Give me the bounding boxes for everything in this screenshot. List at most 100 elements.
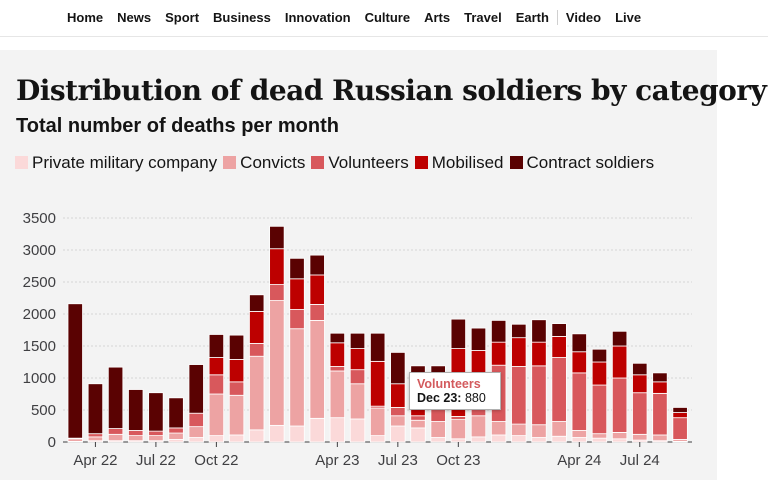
bar-segment[interactable] [611,345,628,379]
bar-segment[interactable] [269,284,285,301]
bar-segment[interactable] [289,328,305,427]
bar-segment[interactable] [531,319,547,343]
bar-segment[interactable] [632,433,648,441]
bar-segment[interactable] [390,407,406,417]
nav-item-business[interactable]: Business [213,10,271,25]
bar-segment[interactable] [168,397,184,429]
nav-item-earth[interactable]: Earth [515,10,549,25]
bar-segment[interactable] [551,335,567,358]
bar-segment[interactable] [390,351,406,385]
bar-segment[interactable] [470,436,487,443]
bar-segment[interactable] [571,372,587,431]
bar-segment[interactable] [571,351,587,374]
bar-segment[interactable] [450,318,466,349]
bar-segment[interactable] [672,407,688,413]
bar-segment[interactable] [551,435,567,443]
nav-item-home[interactable]: Home [67,10,104,25]
bar-segment[interactable] [632,392,648,435]
bar-segment[interactable] [470,327,487,351]
bar-segment[interactable] [531,341,547,367]
bar-segment[interactable] [611,377,628,433]
legend-item[interactable]: Volunteers [311,152,409,174]
bar-segment[interactable] [188,426,204,438]
bar-segment[interactable] [289,309,305,330]
legend-item[interactable]: Convicts [223,152,305,174]
bar-segment[interactable] [370,407,386,436]
bar-segment[interactable] [652,434,668,442]
bar-segment[interactable] [289,257,305,280]
bar-segment[interactable] [107,433,124,442]
bar-segment[interactable] [571,430,587,438]
bar-segment[interactable] [329,332,346,344]
bar-segment[interactable] [652,381,668,394]
bar-segment[interactable] [390,425,406,443]
nav-item-sport[interactable]: Sport [165,10,200,25]
bar-segment[interactable] [208,393,225,436]
bar-segment[interactable] [269,424,285,443]
bar-segment[interactable] [128,389,144,431]
bar-segment[interactable] [591,361,608,386]
bar-segment[interactable] [490,319,507,343]
bar-segment[interactable] [188,437,204,443]
bar-segment[interactable] [511,366,527,425]
bar-segment[interactable] [531,365,547,426]
bar-segment[interactable] [632,374,648,394]
bar-segment[interactable] [410,427,426,443]
bar-segment[interactable] [531,437,547,443]
bar-segment[interactable] [249,429,265,443]
nav-item-news[interactable]: News [117,10,152,25]
bar-segment[interactable] [309,274,325,305]
bar-segment[interactable] [329,417,346,443]
nav-item-video[interactable]: Video [556,10,601,25]
bar-segment[interactable] [511,435,527,443]
bar-segment[interactable] [148,392,164,432]
bar-segment[interactable] [551,357,567,422]
bar-segment[interactable] [349,348,366,371]
bar-segment[interactable] [128,430,144,437]
bar-segment[interactable] [349,383,366,420]
bar-segment[interactable] [148,435,164,442]
nav-item-culture[interactable]: Culture [364,10,411,25]
bar-segment[interactable] [329,366,346,372]
bar-segment[interactable] [309,254,325,276]
bar-segment[interactable] [249,294,265,312]
bar-segment[interactable] [309,303,325,321]
bar-segment[interactable] [672,412,688,419]
legend-item[interactable]: Private military company [15,152,217,174]
bar-segment[interactable] [309,319,325,419]
bar-segment[interactable] [228,334,245,360]
bar-segment[interactable] [652,392,668,436]
bar-segment[interactable] [168,427,184,434]
bar-segment[interactable] [511,323,527,339]
bar-segment[interactable] [107,366,124,429]
bar-segment[interactable] [208,334,225,358]
bar-segment[interactable] [551,421,567,437]
bar-segment[interactable] [591,348,608,363]
legend-item[interactable]: Contract soldiers [509,152,654,174]
bar-segment[interactable] [470,415,487,438]
bar-segment[interactable] [511,423,527,436]
bar-segment[interactable] [289,425,305,443]
bar-segment[interactable] [208,374,225,395]
bar-segment[interactable] [450,438,466,443]
bar-segment[interactable] [430,437,446,443]
legend-item[interactable]: Mobilised [414,152,504,174]
bar-segment[interactable] [249,355,265,431]
bar-segment[interactable] [551,323,567,337]
bar-segment[interactable] [370,360,386,407]
bar-segment[interactable] [370,435,386,443]
bar-segment[interactable] [107,428,124,435]
bar-segment[interactable] [249,343,265,357]
bar-segment[interactable] [571,437,587,443]
bar-segment[interactable] [87,383,104,435]
bar-segment[interactable] [450,419,466,440]
nav-item-arts[interactable]: Arts [424,10,451,25]
bar-segment[interactable] [67,303,83,439]
bar-segment[interactable] [329,370,346,419]
bar-segment[interactable] [228,381,245,396]
bar-segment[interactable] [511,337,527,367]
bar-segment[interactable] [410,415,426,421]
bar-segment[interactable] [188,364,204,414]
bar-segment[interactable] [208,357,225,376]
bar-segment[interactable] [531,424,547,438]
